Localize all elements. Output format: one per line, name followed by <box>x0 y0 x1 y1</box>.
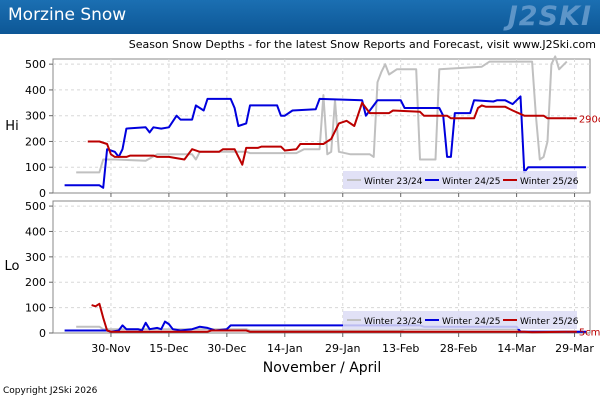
page-title: Morzine Snow <box>8 5 127 25</box>
y-tick-label: 100 <box>25 161 46 174</box>
x-tick-label: 15-Dec <box>149 342 188 355</box>
chart-panel-hi: 0 100 200 300 400 500 Hi 290cm 1 Winter 23/24 Win… <box>5 55 600 200</box>
legend-entry: Winter 24/25 <box>442 317 500 327</box>
header-bar: Morzine Snow J2SKI <box>0 0 600 34</box>
x-tick-label: 14-Jan <box>267 342 303 355</box>
legend-entry: Winter 24/25 <box>442 177 500 187</box>
legend-entry: Winter 23/24 <box>364 177 423 187</box>
x-tick-label: 14-Mar <box>497 342 536 355</box>
x-tick-label: 29-Mar <box>555 342 594 355</box>
legend-box <box>343 311 577 329</box>
chart-panel-lo: 0 100 200 300 400 500 Lo 5cm 17 Winter 23/24 Wint… <box>5 200 600 340</box>
legend-entry: Winter 25/26 <box>520 317 579 327</box>
y-tick-label: 0 <box>39 327 46 340</box>
x-tick-label: 13-Feb <box>382 342 419 355</box>
y-tick-label: 0 <box>39 187 46 200</box>
y-tick-label: 200 <box>25 135 46 148</box>
x-tick-label: 29-Jan <box>325 342 361 355</box>
y-tick-label: 500 <box>25 58 46 71</box>
x-tick-label: 28-Feb <box>440 342 477 355</box>
y-tick-label: 400 <box>25 84 46 97</box>
legend-box <box>343 171 577 189</box>
x-axis-label: November / April <box>263 360 381 376</box>
end-value-label: 5cm 17 <box>579 328 600 339</box>
y-tick-label: 400 <box>25 225 46 238</box>
x-tick-label: 30-Nov <box>91 342 131 355</box>
x-tick-label: 30-Dec <box>207 342 246 355</box>
series-line-2425 <box>64 95 587 189</box>
y-axis-label: Lo <box>5 259 20 274</box>
end-value-label: 290cm 1 <box>579 114 600 125</box>
y-tick-label: 500 <box>25 200 46 213</box>
y-tick-label: 200 <box>25 276 46 289</box>
y-tick-label: 300 <box>25 110 46 123</box>
x-axis: 30-Nov 15-Dec 30-Dec 14-Jan 29-Jan 13-Feb 28-F… <box>91 342 594 376</box>
y-axis-label: Hi <box>5 119 18 134</box>
legend-entry: Winter 23/24 <box>364 317 423 327</box>
brand-logo[interactable]: J2SKI <box>507 1 592 32</box>
chart-subtitle: Season Snow Depths - for the latest Snow… <box>128 38 596 51</box>
y-tick-label: 300 <box>25 251 46 264</box>
legend-entry: Winter 25/26 <box>520 177 579 187</box>
series-line-2526 <box>91 302 567 334</box>
series-line-2324 <box>76 55 568 174</box>
series-line-2526 <box>87 101 567 166</box>
copyright-text: Copyright J2Ski 2026 <box>3 386 98 396</box>
y-tick-label: 100 <box>25 302 46 315</box>
